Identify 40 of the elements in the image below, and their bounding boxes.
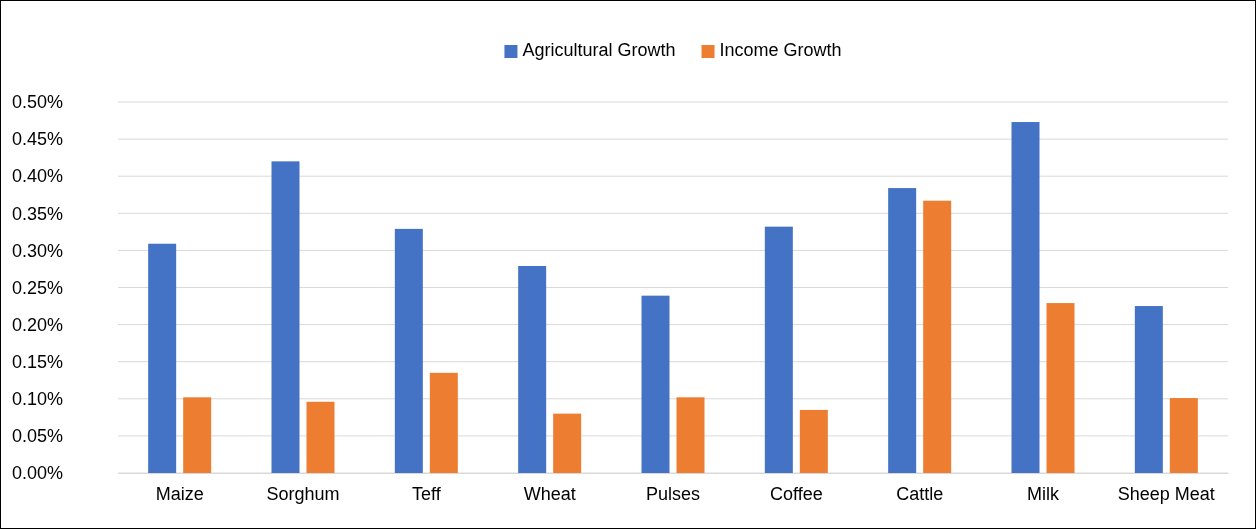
bar — [394, 228, 423, 473]
x-tick-label: Pulses — [645, 483, 701, 504]
bar — [306, 401, 335, 473]
x-tick-label: Wheat — [523, 483, 576, 504]
bar — [553, 413, 582, 473]
bar — [923, 200, 952, 473]
bar — [676, 397, 705, 473]
y-tick-label: 0.20% — [12, 314, 64, 335]
x-tick-label: Teff — [411, 483, 442, 504]
y-tick-label: 0.00% — [12, 463, 64, 484]
x-tick-label: Milk — [1027, 483, 1060, 504]
y-tick-label: 0.05% — [12, 426, 64, 447]
legend-label: Agricultural Growth — [522, 40, 676, 60]
y-tick-label: 0.35% — [12, 203, 64, 224]
legend-label: Income Growth — [719, 40, 842, 60]
y-tick-label: 0.25% — [12, 277, 64, 298]
y-tick-label: 0.10% — [12, 389, 64, 410]
x-tick-label: Sorghum — [266, 483, 340, 504]
x-tick-label: Sheep Meat — [1117, 483, 1215, 504]
x-tick-label: Maize — [155, 483, 204, 504]
y-tick-label: 0.50% — [12, 92, 64, 113]
y-tick-label: 0.40% — [12, 166, 64, 187]
y-tick-label: 0.15% — [12, 351, 64, 372]
x-tick-label: Cattle — [896, 483, 944, 504]
bar — [641, 295, 670, 473]
bar — [271, 161, 300, 473]
bar — [888, 188, 917, 473]
bar — [799, 409, 828, 473]
bar — [1011, 122, 1040, 473]
y-tick-label: 0.45% — [12, 129, 64, 150]
bar — [183, 397, 212, 473]
bar — [429, 372, 458, 473]
bar — [1134, 306, 1163, 473]
y-tick-label: 0.30% — [12, 240, 64, 261]
bar — [764, 226, 793, 473]
bar — [148, 243, 177, 473]
bar — [1046, 303, 1075, 473]
bar — [518, 265, 547, 473]
x-tick-label: Coffee — [769, 483, 823, 504]
bar — [1169, 398, 1198, 473]
